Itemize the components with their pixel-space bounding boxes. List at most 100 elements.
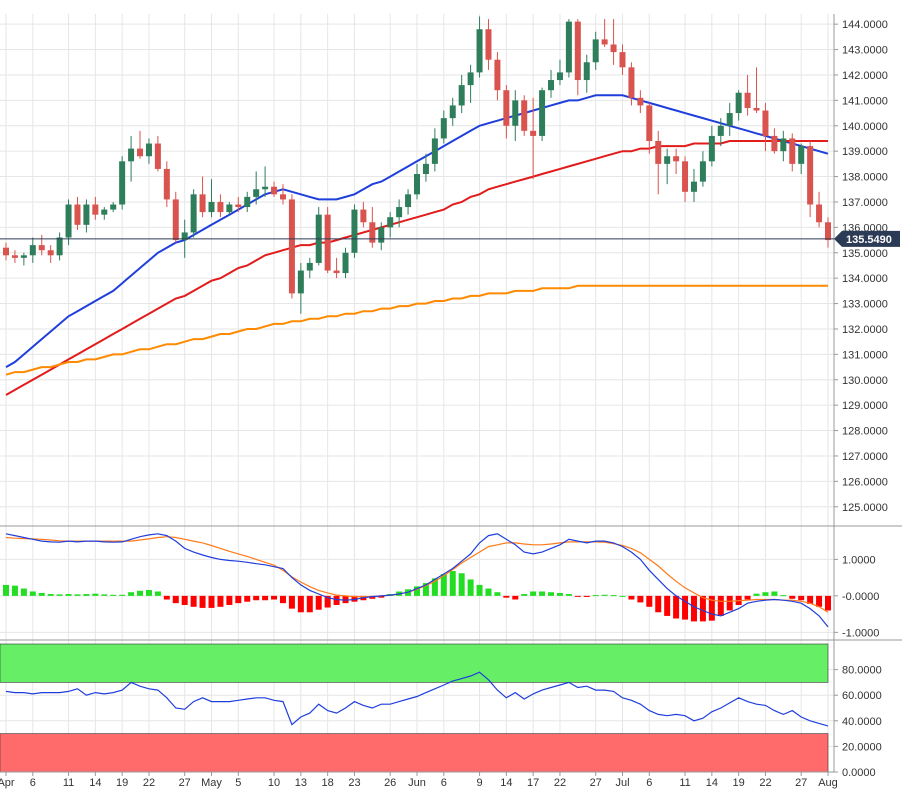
candle-body: [74, 204, 81, 225]
x-tick-label: 23: [348, 777, 360, 789]
macd-histogram-bar: [262, 595, 269, 601]
macd-histogram-bar: [744, 595, 751, 600]
y-tick-label: 141.0000: [842, 95, 888, 107]
y-tick-label: 80.0000: [842, 665, 882, 677]
macd-histogram-bar: [476, 584, 483, 596]
macd-histogram-bar: [145, 590, 152, 596]
x-tick-label: 5: [235, 777, 241, 789]
moving-average-line: [5, 94, 829, 368]
macd-histogram-bar: [637, 595, 644, 603]
candle-body: [297, 270, 304, 294]
y-tick-label: 131.0000: [842, 349, 888, 361]
axes: [0, 14, 902, 776]
macd-histogram-bar: [92, 593, 99, 596]
candle-body: [503, 90, 510, 126]
y-tick-label: 127.0000: [842, 451, 888, 463]
candle-body: [181, 232, 188, 241]
macd-histogram-bar: [682, 595, 689, 620]
macd-histogram-bar: [619, 595, 626, 597]
macd-histogram-bar: [699, 595, 706, 622]
moving-average-line: [5, 140, 828, 396]
macd-histogram-bar: [556, 592, 563, 596]
candle-body: [217, 201, 224, 213]
candle-body: [405, 194, 412, 208]
macd-histogram-bar: [673, 595, 680, 619]
candle-body: [47, 250, 54, 256]
candle-body: [601, 39, 608, 45]
x-tick-label: 22: [759, 777, 771, 789]
macd-histogram-bar: [485, 588, 492, 596]
candle-body: [583, 62, 590, 81]
candle-body: [449, 105, 456, 119]
x-tick-label: 9: [476, 777, 482, 789]
candle-body: [253, 189, 260, 197]
candle-body: [333, 270, 340, 274]
macd-histogram-bar: [137, 590, 144, 596]
candles: [3, 16, 831, 314]
x-tick-label: 27: [590, 777, 602, 789]
candle-body: [396, 207, 403, 218]
y-tick-label: 135.0000: [842, 248, 888, 260]
rsi-line: [5, 671, 829, 727]
candle-body: [208, 201, 215, 213]
macd-histogram-bar: [574, 595, 581, 597]
macd-line: [5, 536, 829, 613]
macd-histogram-bar: [351, 595, 358, 602]
macd-histogram-bar: [512, 595, 519, 600]
candle-body: [378, 227, 385, 243]
candle-body: [172, 199, 179, 241]
rsi-bands: [0, 643, 829, 773]
macd-histogram-bar: [279, 595, 286, 604]
macd-histogram-bar: [494, 592, 501, 596]
x-tick-labels: Apr 6 11 14 19 22 27 May 5 10 13 18 23 26 Jun 6 9 14 17 22 2…: [0, 777, 838, 789]
macd-histogram-bar: [610, 595, 617, 597]
candle-body: [512, 100, 519, 126]
candle-body: [199, 194, 206, 213]
candle-body: [11, 255, 18, 258]
candle-body: [387, 217, 394, 228]
macd-histogram-bar: [342, 595, 349, 604]
candle-body: [351, 209, 358, 253]
candle-body: [825, 222, 831, 241]
macd-histogram-bar: [565, 594, 572, 596]
macd-histogram-bar: [646, 595, 653, 607]
y-tick-label: 60.0000: [842, 690, 882, 702]
candle-body: [369, 222, 376, 243]
macd-histogram-bar: [431, 578, 438, 596]
macd-histogram-bar: [548, 592, 555, 596]
y-tick-label: 0.0000: [842, 767, 876, 779]
macd-histogram-bar: [753, 593, 760, 596]
candle-body: [145, 143, 152, 157]
macd-histogram-bar: [378, 595, 385, 598]
current-price-marker: 135.5490: [834, 230, 900, 247]
y-tick-label: 132.0000: [842, 324, 888, 336]
moving-averages: [5, 94, 829, 396]
y-tick-label: 1.0000: [842, 554, 876, 566]
y-tick-label: 134.0000: [842, 273, 888, 285]
candle-body: [798, 146, 805, 164]
candle-body: [664, 156, 671, 164]
candle-body: [753, 107, 760, 111]
x-tick-label: Apr: [0, 777, 15, 789]
macd-histogram-bar: [771, 591, 778, 596]
macd-histogram-bar: [253, 595, 260, 601]
macd-histogram-bar: [324, 595, 331, 608]
candle-body: [717, 125, 724, 136]
oversold-band: [0, 733, 829, 773]
rsi-panel: [5, 671, 829, 727]
candle-body: [476, 29, 483, 73]
candle-body: [458, 85, 465, 106]
candle-body: [789, 138, 796, 164]
x-tick-label: 6: [30, 777, 36, 789]
x-tick-label: 18: [322, 777, 334, 789]
candle-body: [539, 90, 546, 136]
candle-body: [682, 161, 689, 192]
x-tick-label: May: [201, 777, 222, 789]
macd-histogram-bar: [271, 595, 278, 600]
y-tick-label: 40.0000: [842, 716, 882, 728]
y-tick-label: 125.0000: [842, 502, 888, 514]
x-tick-label: 19: [733, 777, 745, 789]
candle-body: [574, 21, 581, 81]
